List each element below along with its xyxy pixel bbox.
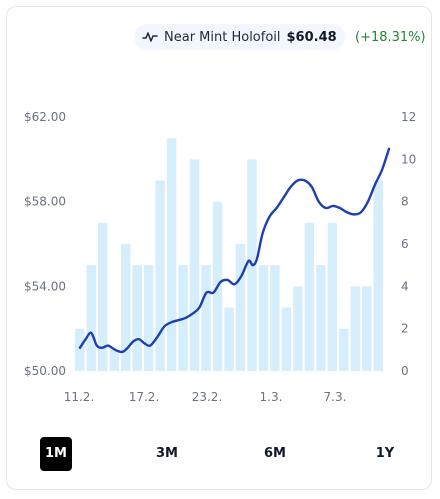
y-right-tick-label: 10 [401,152,416,166]
volume-bar [132,265,142,371]
range-button-1y[interactable]: 1Y [375,446,395,461]
volume-bar [293,286,303,371]
volume-bar [86,265,96,371]
volume-bar [224,307,234,371]
volume-bar [362,286,372,371]
range-button-6m[interactable]: 6M [264,446,286,461]
y-right-axis: 0 2 4 6 8 10 12 [401,110,416,378]
x-tick-label: 7.3. [324,390,347,404]
volume-bar [97,222,108,371]
volume-bar [155,180,165,371]
x-tick-label: 23.2. [192,390,223,404]
volume-bar [270,265,280,371]
volume-bar [281,307,292,371]
y-left-axis: $50.00 $54.00 $58.00 $62.00 [24,110,66,378]
x-tick-label: 17.2. [129,390,160,404]
trend-line-icon [142,32,158,42]
volume-bar [75,328,85,371]
x-tick-label: 11.2. [64,390,95,404]
variant-label: Near Mint Holofoil [164,29,281,45]
y-left-tick-label: $62.00 [24,110,66,124]
current-price: $60.48 [286,29,337,45]
y-right-tick-label: 6 [401,237,409,251]
y-right-tick-label: 0 [401,364,409,378]
price-change: (+18.31%) [355,30,426,45]
volume-bar [235,244,246,371]
volume-bar [373,180,383,371]
volume-bar [109,349,119,371]
y-right-tick-label: 12 [401,110,416,124]
variant-price-pill: Near Mint Holofoil $60.48 [134,24,345,50]
volume-bar [143,265,154,371]
x-axis: 11.2. 17.2. 23.2. 1.3. 7.3. [64,390,347,404]
y-left-tick-label: $50.00 [24,364,66,378]
y-left-tick-label: $58.00 [24,195,66,209]
volume-bar [339,328,349,371]
range-button-3m[interactable]: 3M [156,446,178,461]
range-button-1m[interactable]: 1M [40,437,72,471]
y-right-tick-label: 2 [401,322,409,336]
volume-bars [75,138,383,371]
price-line [78,147,391,354]
volume-bar [350,286,361,371]
x-tick-label: 1.3. [260,390,283,404]
volume-bar [201,265,211,371]
volume-bar [120,244,131,371]
volume-bar [316,265,326,371]
volume-bar [304,222,315,371]
volume-bar [189,159,200,371]
y-right-tick-label: 4 [401,279,409,293]
range-selector: 1M 3M 6M 1Y [40,437,400,471]
y-right-tick-label: 8 [401,195,409,209]
volume-bar [327,222,338,371]
y-left-tick-label: $54.00 [24,279,66,293]
volume-bar [166,138,177,371]
volume-bar [258,265,269,371]
